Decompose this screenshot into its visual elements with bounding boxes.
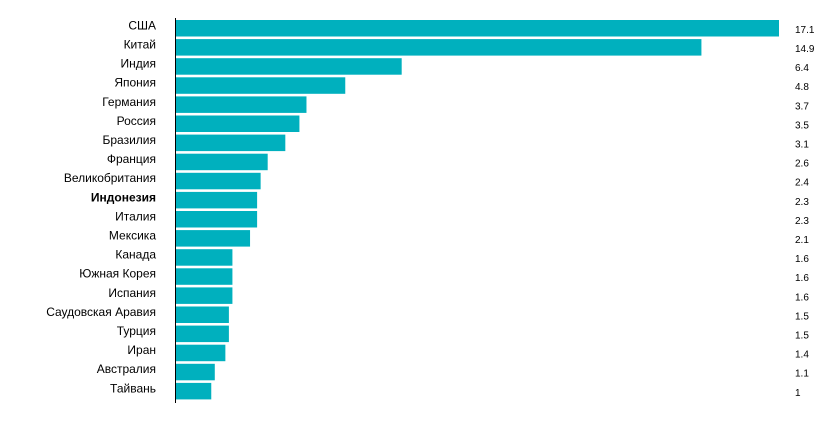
- bar: [176, 115, 300, 132]
- bar: [176, 325, 229, 343]
- value-label: 2.3: [795, 216, 809, 227]
- category-label: Канада: [115, 248, 156, 262]
- category-label: Австралия: [97, 362, 156, 376]
- bar: [176, 230, 251, 247]
- value-label: 2.4: [795, 178, 809, 189]
- value-label: 3.1: [795, 139, 809, 150]
- category-label: Тайвань: [110, 381, 156, 395]
- category-label: Россия: [117, 114, 156, 128]
- category-label: Южная Корея: [79, 267, 156, 281]
- bar: [176, 134, 286, 152]
- bar: [176, 172, 261, 190]
- value-label: 1: [795, 388, 801, 399]
- bar: [176, 344, 226, 362]
- value-label: 2.1: [795, 235, 809, 246]
- category-label: Индонезия: [91, 190, 156, 204]
- value-label: 6.4: [795, 63, 809, 74]
- value-label: 1.5: [795, 311, 809, 322]
- value-label: 1.6: [795, 254, 809, 265]
- bar: [176, 287, 233, 304]
- value-label: 2.3: [795, 197, 809, 208]
- category-label: Индия: [121, 57, 156, 71]
- bar: [176, 363, 215, 381]
- bar: [176, 96, 307, 113]
- category-label: Бразилия: [103, 133, 157, 147]
- category-label: Германия: [102, 95, 156, 109]
- category-label: Саудовская Аравия: [46, 305, 156, 319]
- category-label: Китай: [124, 38, 156, 52]
- value-label: 1.6: [795, 292, 809, 303]
- category-label: Мексика: [109, 229, 156, 243]
- category-label: Турция: [117, 324, 156, 338]
- bar: [176, 153, 268, 171]
- bar: [176, 211, 258, 228]
- bar: [176, 20, 779, 37]
- category-label: Великобритания: [64, 171, 156, 185]
- category-label: Япония: [114, 76, 156, 90]
- value-label: 1.1: [795, 369, 809, 380]
- bar: [176, 249, 233, 266]
- category-label: США: [128, 18, 156, 32]
- value-label: 17.1: [795, 25, 815, 36]
- category-label: Италия: [115, 209, 156, 223]
- value-label: 1.4: [795, 350, 809, 361]
- bar: [176, 58, 402, 75]
- bar: [176, 306, 229, 323]
- value-label: 14.9: [795, 44, 815, 55]
- bar: [176, 39, 702, 56]
- bar: [176, 77, 346, 94]
- bar: [176, 191, 258, 209]
- category-label: Иран: [127, 343, 156, 357]
- value-label: 2.6: [795, 159, 809, 170]
- value-label: 4.8: [795, 82, 809, 93]
- value-label: 1.6: [795, 273, 809, 284]
- value-label: 1.5: [795, 330, 809, 341]
- bar: [176, 382, 212, 400]
- value-label: 3.7: [795, 101, 809, 112]
- category-label: Испания: [108, 286, 156, 300]
- bar: [176, 268, 233, 285]
- category-label: Франция: [107, 152, 156, 166]
- value-label: 3.5: [795, 120, 809, 131]
